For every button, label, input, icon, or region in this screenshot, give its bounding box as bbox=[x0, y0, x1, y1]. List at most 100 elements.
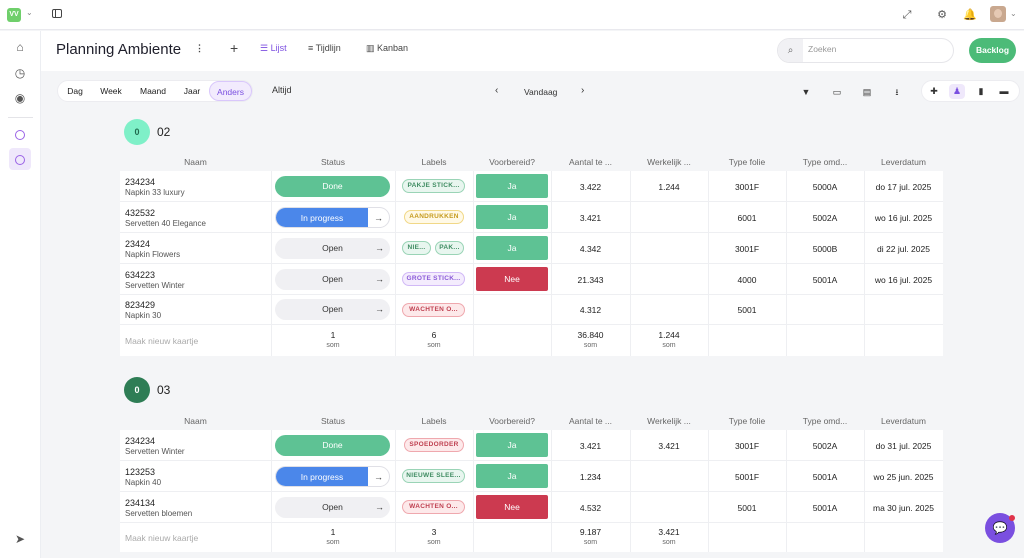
chevron-down-icon[interactable]: ⌄ bbox=[26, 8, 33, 17]
bell-icon[interactable]: 🔔 bbox=[963, 9, 977, 21]
column-header[interactable]: Type folie bbox=[728, 416, 766, 426]
column-header[interactable]: Status bbox=[320, 416, 346, 426]
tab-lijst[interactable]: ☰ Lijst bbox=[260, 43, 287, 53]
aantal-value[interactable]: 4.342 bbox=[579, 244, 602, 254]
column-header[interactable]: Voorbereid? bbox=[489, 157, 535, 167]
tab-kanban[interactable]: ▥ Kanban bbox=[366, 43, 409, 53]
folie-value[interactable]: 5001 bbox=[737, 503, 757, 513]
range-week[interactable]: Week bbox=[100, 86, 122, 96]
column-header[interactable]: Leverdatum bbox=[881, 416, 926, 426]
new-card-link[interactable]: Maak nieuw kaartje bbox=[125, 336, 199, 346]
column-header[interactable]: Naam bbox=[184, 157, 207, 167]
label-chip[interactable]: WACHTEN O... bbox=[402, 303, 465, 317]
columns-icon[interactable]: ▭ bbox=[832, 87, 842, 97]
folie-value[interactable]: 5001F bbox=[734, 472, 760, 482]
ready-cell[interactable]: Ja bbox=[476, 433, 548, 457]
aantal-value[interactable]: 1.234 bbox=[579, 472, 602, 482]
status-pill[interactable]: Open → bbox=[275, 497, 390, 518]
table-row[interactable]: 432532 Servetten 40 Elegance In progress… bbox=[120, 202, 943, 233]
arrow-right-icon[interactable]: → bbox=[375, 304, 384, 314]
ready-cell[interactable]: Nee bbox=[476, 495, 548, 519]
leverdatum-value[interactable]: ma 30 jun. 2025 bbox=[873, 503, 934, 513]
omdoos-value[interactable]: 5002A bbox=[812, 441, 838, 451]
status-pill[interactable]: In progress → bbox=[275, 466, 390, 487]
arrow-right-icon[interactable]: → bbox=[375, 243, 384, 253]
omdoos-value[interactable]: 5001A bbox=[812, 503, 838, 513]
ready-cell[interactable]: Ja bbox=[476, 174, 548, 198]
column-header[interactable]: Werkelijk ... bbox=[647, 157, 691, 167]
compass-icon[interactable]: ◉ bbox=[14, 91, 26, 105]
group-icon[interactable]: ▤ bbox=[862, 87, 872, 97]
ready-cell[interactable]: Ja bbox=[476, 236, 548, 260]
new-card-link[interactable]: Maak nieuw kaartje bbox=[125, 533, 199, 543]
folie-value[interactable]: 3001F bbox=[734, 441, 760, 451]
folie-value[interactable]: 3001F bbox=[734, 244, 760, 254]
gear-icon[interactable]: ⚙ bbox=[937, 9, 947, 21]
aantal-value[interactable]: 3.421 bbox=[579, 213, 602, 223]
range-dag[interactable]: Dag bbox=[67, 86, 83, 96]
arrow-right-icon[interactable]: → bbox=[375, 502, 384, 512]
aantal-value[interactable]: 3.421 bbox=[579, 441, 602, 451]
arrow-right-icon[interactable]: → bbox=[374, 213, 383, 223]
leverdatum-value[interactable]: di 22 jul. 2025 bbox=[877, 244, 930, 254]
more-icon[interactable]: ⋮ bbox=[195, 43, 204, 53]
send-icon[interactable]: ➤ bbox=[14, 532, 26, 546]
column-header[interactable]: Status bbox=[320, 157, 346, 167]
table-row[interactable]: 234234 Napkin 33 luxury Done PAKJE STICK… bbox=[120, 171, 943, 202]
column-header[interactable]: Aantal te ... bbox=[569, 416, 612, 426]
puzzle-icon[interactable]: ✚ bbox=[930, 86, 938, 96]
omdoos-value[interactable]: 5000A bbox=[812, 182, 838, 192]
folie-value[interactable]: 5001 bbox=[737, 305, 757, 315]
werkelijk-value[interactable]: 3.421 bbox=[658, 441, 680, 451]
workspace-avatar[interactable]: VV bbox=[7, 8, 21, 22]
backlog-button[interactable]: Backlog bbox=[969, 38, 1016, 63]
column-header[interactable]: Labels bbox=[421, 416, 447, 426]
leverdatum-value[interactable]: do 31 jul. 2025 bbox=[875, 441, 932, 451]
column-header[interactable]: Voorbereid? bbox=[489, 416, 535, 426]
leverdatum-value[interactable]: wo 16 jul. 2025 bbox=[874, 213, 933, 223]
aantal-value[interactable]: 4.312 bbox=[579, 305, 602, 315]
clipboard-icon[interactable]: ▮ bbox=[978, 86, 984, 96]
clock-icon[interactable]: ◷ bbox=[14, 66, 26, 80]
status-pill[interactable]: In progress → bbox=[275, 207, 390, 228]
filter-icon[interactable]: ▼ bbox=[801, 87, 811, 97]
range-maand[interactable]: Maand bbox=[140, 86, 166, 96]
omdoos-value[interactable]: 5001A bbox=[812, 275, 838, 285]
users-icon[interactable]: ♟ bbox=[949, 84, 965, 99]
aantal-value[interactable]: 21.343 bbox=[577, 275, 604, 285]
column-header[interactable]: Type omd... bbox=[802, 157, 848, 167]
label-chip[interactable]: NIEUWE SLEE... bbox=[402, 469, 465, 483]
column-header[interactable]: Leverdatum bbox=[881, 157, 926, 167]
omdoos-value[interactable]: 5000B bbox=[812, 244, 838, 254]
column-header[interactable]: Werkelijk ... bbox=[647, 416, 691, 426]
table-row[interactable]: 823429 Napkin 30 Open → WACHTEN O... 4.3… bbox=[120, 295, 943, 325]
omdoos-value[interactable]: 5002A bbox=[812, 213, 838, 223]
table-row[interactable]: 234234 Servetten Winter Done SPOEDORDER … bbox=[120, 430, 943, 461]
today-button[interactable]: Vandaag bbox=[524, 87, 558, 97]
sidebar-toggle-icon[interactable] bbox=[52, 9, 62, 18]
label-chip[interactable]: WACHTEN O... bbox=[402, 500, 465, 514]
table-row[interactable]: 234134 Servetten bloemen Open → WACHTEN … bbox=[120, 492, 943, 523]
status-pill[interactable]: Done bbox=[275, 176, 390, 197]
table-row[interactable]: 634223 Servetten Winter Open → GROTE STI… bbox=[120, 264, 943, 295]
status-pill[interactable]: Open → bbox=[275, 299, 390, 320]
ready-cell[interactable]: Ja bbox=[476, 205, 548, 229]
ready-cell[interactable]: Nee bbox=[476, 267, 548, 291]
status-pill[interactable]: Open → bbox=[275, 269, 390, 290]
werkelijk-value[interactable]: 1.244 bbox=[658, 182, 680, 192]
archive-icon[interactable]: ▬ bbox=[999, 86, 1009, 96]
folie-value[interactable]: 6001 bbox=[737, 213, 757, 223]
status-pill[interactable]: Done bbox=[275, 435, 390, 456]
user-avatar[interactable] bbox=[990, 6, 1006, 22]
column-header[interactable]: Labels bbox=[421, 157, 447, 167]
table-row[interactable]: 23424 Napkin Flowers Open → NIE... PAK..… bbox=[120, 233, 943, 264]
aantal-value[interactable]: 3.422 bbox=[579, 182, 602, 192]
aantal-value[interactable]: 4.532 bbox=[579, 503, 602, 513]
chevron-left-icon[interactable]: ‹ bbox=[495, 85, 499, 96]
column-header[interactable]: Naam bbox=[184, 416, 207, 426]
leverdatum-value[interactable]: wo 25 jun. 2025 bbox=[873, 472, 934, 482]
label-chip[interactable]: NIE... bbox=[402, 241, 431, 255]
range-anders[interactable]: Anders bbox=[209, 81, 252, 101]
label-chip[interactable]: SPOEDORDER bbox=[404, 438, 464, 452]
column-header[interactable]: Aantal te ... bbox=[569, 157, 612, 167]
